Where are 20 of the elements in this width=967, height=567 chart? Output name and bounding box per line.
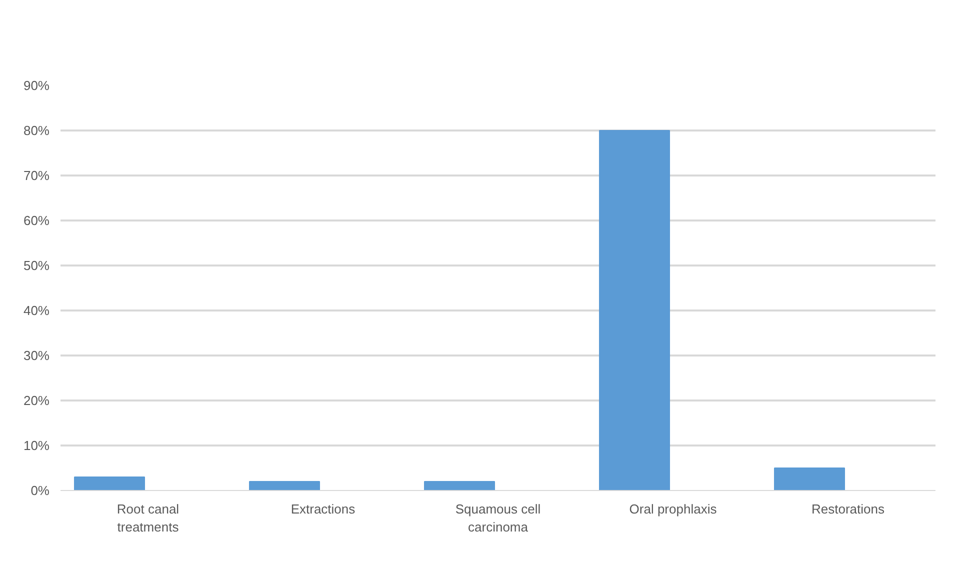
y-tick-label: 60% (23, 213, 50, 228)
bar (774, 468, 845, 490)
y-tick-label: 30% (23, 348, 50, 363)
y-tick-label: 90% (23, 78, 50, 93)
x-tick-label: Root canal treatments (116, 502, 180, 534)
y-tick-label: 80% (23, 123, 50, 138)
y-tick-label: 40% (23, 303, 50, 318)
bar (424, 481, 495, 490)
bar (74, 476, 145, 490)
y-tick-label: 50% (23, 258, 50, 273)
bar (599, 130, 670, 490)
y-tick-label: 10% (23, 438, 50, 453)
x-tick-label: Extractions (290, 502, 356, 516)
x-tick-label: Oral prophlaxis (629, 502, 718, 516)
y-tick-label: 0% (30, 483, 50, 498)
x-tick-label: Restorations (812, 502, 885, 516)
y-tick-label: 70% (23, 168, 50, 183)
y-tick-label: 20% (23, 393, 50, 408)
x-tick-label: Squamous cell carcinoma (455, 502, 541, 534)
bar (249, 481, 320, 490)
